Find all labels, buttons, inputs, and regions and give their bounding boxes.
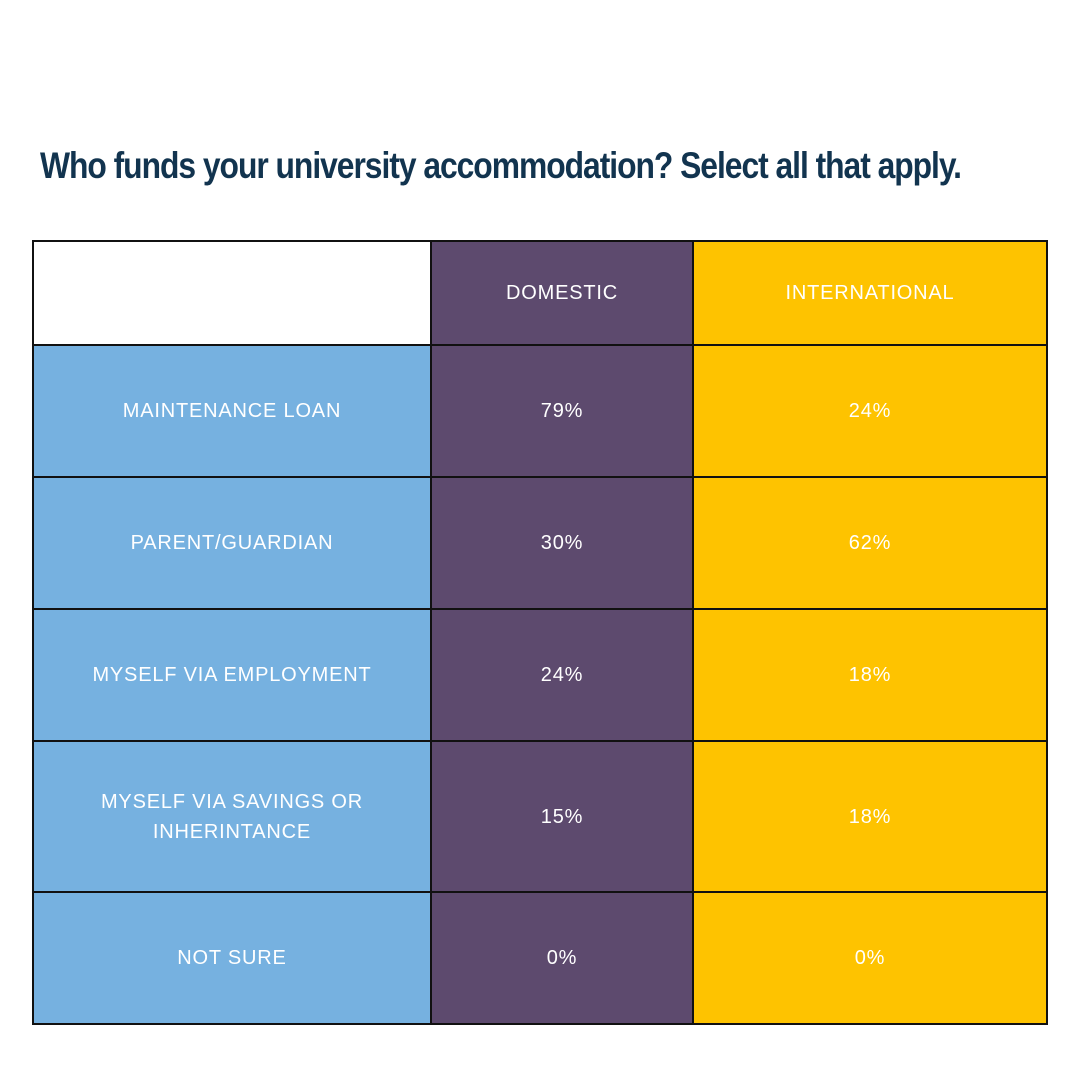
domestic-value: 79% xyxy=(430,344,694,478)
row-label: MAINTENANCE LOAN xyxy=(32,344,432,478)
header-domestic: DOMESTIC xyxy=(430,240,694,346)
international-value: 62% xyxy=(692,476,1048,610)
header-international: INTERNATIONAL xyxy=(692,240,1048,346)
domestic-value: 24% xyxy=(430,608,694,742)
corner-cell xyxy=(32,240,432,346)
table-row: NOT SURE 0% 0% xyxy=(32,891,1048,1025)
international-value: 24% xyxy=(692,344,1048,478)
domestic-value: 15% xyxy=(430,740,694,893)
chart-title: Who funds your university accommodation?… xyxy=(40,145,962,186)
domestic-value: 0% xyxy=(430,891,694,1025)
row-label: NOT SURE xyxy=(32,891,432,1025)
row-label: MYSELF VIA SAVINGS OR INHERINTANCE xyxy=(32,740,432,893)
table-row: MAINTENANCE LOAN 79% 24% xyxy=(32,344,1048,478)
data-table: DOMESTIC INTERNATIONAL MAINTENANCE LOAN … xyxy=(32,240,1048,1025)
row-label: MYSELF VIA EMPLOYMENT xyxy=(32,608,432,742)
table-row: MYSELF VIA SAVINGS OR INHERINTANCE 15% 1… xyxy=(32,740,1048,893)
international-value: 18% xyxy=(692,608,1048,742)
domestic-value: 30% xyxy=(430,476,694,610)
table-row: MYSELF VIA EMPLOYMENT 24% 18% xyxy=(32,608,1048,742)
header-row: DOMESTIC INTERNATIONAL xyxy=(32,240,1048,346)
international-value: 0% xyxy=(692,891,1048,1025)
row-label: PARENT/GUARDIAN xyxy=(32,476,432,610)
table-row: PARENT/GUARDIAN 30% 62% xyxy=(32,476,1048,610)
international-value: 18% xyxy=(692,740,1048,893)
